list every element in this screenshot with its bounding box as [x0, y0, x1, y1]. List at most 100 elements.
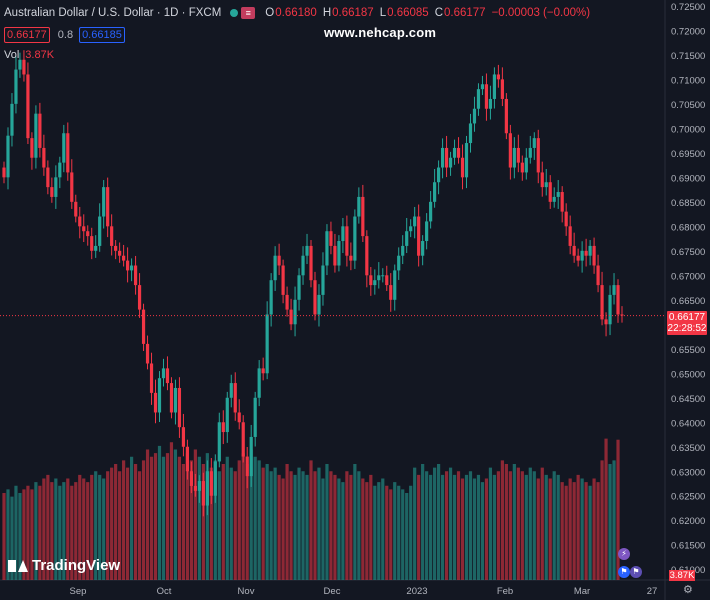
symbol-title[interactable]: Australian Dollar / U.S. Dollar · 1D · F…: [4, 7, 222, 19]
volume-bar: [516, 467, 520, 580]
candle-body: [385, 275, 389, 286]
equals-icon[interactable]: ≡: [241, 7, 256, 19]
price-tick-label: 0.62500: [671, 492, 705, 503]
volume-bar: [532, 471, 536, 580]
candle-body: [552, 196, 556, 202]
candle-body: [221, 422, 225, 433]
time-tick-label: Oct: [157, 586, 172, 597]
volume-bar: [409, 485, 413, 580]
price-tick-label: 0.61500: [671, 541, 705, 552]
volume-bar: [512, 464, 516, 580]
bid-price-button[interactable]: 0.66177: [4, 27, 50, 43]
volume-label: Vol: [4, 49, 20, 61]
candle-body: [468, 123, 473, 144]
volume-bar: [102, 478, 106, 580]
volume-bar: [309, 460, 313, 580]
candle-body: [588, 245, 592, 256]
volume-bar: [141, 460, 146, 580]
candle-body: [556, 192, 560, 197]
candle-body: [145, 343, 150, 364]
volume-bar: [433, 467, 437, 580]
candle-body: [289, 309, 293, 325]
candle-body: [440, 147, 445, 168]
volume-bar: [488, 467, 493, 580]
volume-bar: [333, 474, 337, 580]
flag-icon[interactable]: ⚑: [618, 566, 630, 578]
volume-bar: [241, 453, 245, 580]
volume-bar: [373, 485, 377, 580]
volume-bar: [90, 474, 94, 580]
candle-body: [293, 299, 297, 325]
volume-bar: [261, 467, 265, 580]
candle-body: [18, 59, 22, 70]
candle-body: [10, 103, 14, 136]
candle-body: [580, 250, 584, 261]
volume-bar: [508, 471, 512, 580]
candle-body: [321, 265, 325, 295]
tradingview-logo[interactable]: TradingView: [8, 557, 120, 574]
candle-body: [2, 167, 6, 178]
volume-bar: [452, 474, 457, 580]
ask-price-button[interactable]: 0.66185: [79, 27, 125, 43]
candle-body: [6, 135, 10, 178]
candle-body: [373, 280, 377, 286]
candle-body: [46, 167, 50, 188]
market-open-dot: [230, 9, 239, 17]
candle-body: [361, 196, 365, 237]
time-tick-label: Mar: [574, 586, 590, 597]
volume-bar: [277, 474, 281, 580]
candle-body: [568, 226, 572, 246]
volume-bar: [417, 474, 421, 580]
volume-bar: [345, 471, 349, 580]
volume-bar: [456, 471, 461, 580]
volume-bar: [317, 467, 321, 580]
candle-body: [421, 241, 425, 256]
candle-body: [86, 231, 90, 237]
price-tick-label: 0.68000: [671, 222, 705, 233]
price-tick-label: 0.72000: [671, 26, 705, 37]
volume-bar: [492, 474, 497, 580]
price-tick-label: 0.72500: [671, 2, 705, 13]
candle-body: [309, 245, 313, 281]
volume-bar: [50, 482, 54, 580]
candle-body: [341, 226, 345, 242]
candle-body: [30, 138, 34, 158]
candle-body: [70, 172, 74, 202]
gear-icon[interactable]: ⚙: [683, 584, 693, 596]
candle-body: [433, 182, 437, 202]
volume-bar: [381, 478, 385, 580]
last-price-tag: 0.66177 22:28:52: [667, 311, 707, 335]
low-value: 0.66085: [387, 7, 429, 19]
candle-body: [488, 98, 493, 109]
candle-body: [516, 147, 520, 163]
candle-body: [141, 309, 146, 344]
lightning-icon[interactable]: ⚡: [618, 548, 630, 560]
volume-bar: [62, 482, 66, 580]
price-tick-label: 0.67000: [671, 271, 705, 282]
volume-bar: [233, 471, 237, 580]
price-tick-label: 0.69000: [671, 173, 705, 184]
price-tick-label: 0.63500: [671, 443, 705, 454]
flag-icon-secondary[interactable]: ⚑: [630, 566, 642, 578]
volume-bar: [289, 471, 293, 580]
candle-body: [329, 231, 333, 246]
candle-body: [413, 216, 417, 227]
candle-body: [165, 368, 170, 384]
volume-bar: [588, 485, 592, 580]
volume-bar: [205, 453, 209, 580]
candle-body: [14, 69, 18, 104]
volume-bar: [82, 478, 86, 580]
candle-body: [429, 201, 433, 222]
volume-bar: [189, 460, 193, 580]
volume-bar: [126, 467, 130, 580]
candle-body: [285, 294, 289, 310]
open-value: 0.66180: [275, 7, 317, 19]
candle-body: [253, 397, 257, 437]
time-tick-label: 27: [647, 586, 658, 597]
candle-body: [98, 216, 102, 246]
candle-body: [233, 383, 237, 413]
time-tick-label: Feb: [497, 586, 513, 597]
volume-bar: [257, 460, 261, 580]
volume-bar: [78, 474, 82, 580]
